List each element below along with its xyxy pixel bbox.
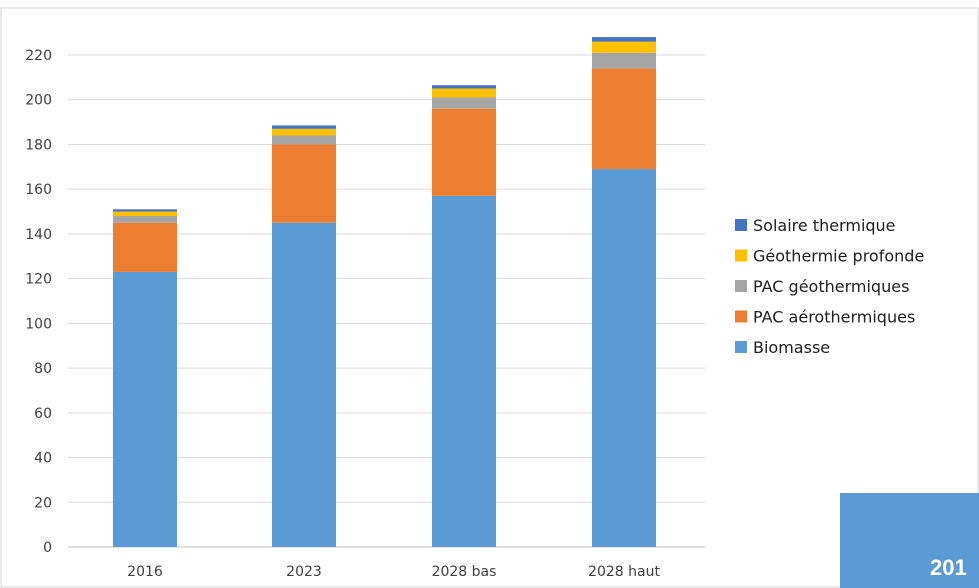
x-tick-label: 2028 haut <box>588 564 660 580</box>
y-tick-label: 120 <box>25 272 52 288</box>
legend-swatch <box>735 341 747 353</box>
bar-segment <box>272 222 336 548</box>
bar-stack <box>592 37 656 547</box>
y-tick-label: 80 <box>34 361 52 377</box>
bar-segment <box>113 216 177 223</box>
y-tick-label: 200 <box>25 93 52 109</box>
legend-swatch <box>735 219 747 231</box>
legend-label: Biomasse <box>753 338 830 357</box>
legend-swatch <box>735 280 747 292</box>
x-tick-label: 2023 <box>286 564 322 580</box>
y-tick-label: 160 <box>25 182 52 198</box>
legend-label: Géothermie profonde <box>753 247 924 266</box>
corner-box: 201 <box>840 493 979 588</box>
bar-segment <box>432 195 496 547</box>
y-tick-label: 100 <box>25 316 52 332</box>
bar-stack <box>113 209 177 547</box>
bar-segment <box>272 125 336 129</box>
x-tick-label: 2028 bas <box>432 564 497 580</box>
corner-box-text: 201 <box>930 555 967 580</box>
legend-label: PAC aérothermiques <box>753 308 915 327</box>
legend-label: PAC géothermiques <box>753 277 909 296</box>
bar-stack <box>272 125 336 548</box>
bar-segment <box>113 209 177 212</box>
y-tick-label: 140 <box>25 227 52 243</box>
y-tick-label: 20 <box>34 495 52 511</box>
bar-segment <box>113 222 177 272</box>
x-tick-label: 2016 <box>127 564 163 580</box>
corner-box-rect <box>840 493 979 588</box>
bar-segment <box>432 88 496 98</box>
x-axis-ticks: 2016 2023 2028 bas 2028 haut <box>127 564 660 580</box>
legend-label: Solaire thermique <box>753 216 896 235</box>
bar-segment <box>592 68 656 170</box>
y-tick-label: 180 <box>25 137 52 153</box>
y-tick-label: 60 <box>34 406 52 422</box>
bar-segment <box>272 128 336 136</box>
legend: Solaire thermique Géothermie profonde PAC … <box>735 216 924 357</box>
bar-segment <box>592 169 656 547</box>
bar-stack <box>432 85 496 547</box>
bar-segment <box>272 135 336 145</box>
legend-swatch <box>735 310 747 323</box>
bar-segment <box>592 41 656 53</box>
bar-segment <box>432 85 496 89</box>
bar-segment <box>592 52 656 69</box>
y-tick-label: 40 <box>34 451 52 467</box>
bar-segment <box>432 97 496 109</box>
bar-segment <box>113 271 177 547</box>
y-tick-label: 0 <box>43 540 52 556</box>
y-tick-label: 220 <box>25 48 52 64</box>
bar-segment <box>592 37 656 42</box>
bar-segment <box>432 108 496 196</box>
legend-swatch <box>735 249 747 262</box>
y-axis-ticks: 0 20 40 60 80 100 120 140 160 180 200 220 <box>25 48 52 556</box>
bar-segment <box>113 211 177 217</box>
bar-segment <box>272 144 336 223</box>
bars <box>113 37 656 548</box>
